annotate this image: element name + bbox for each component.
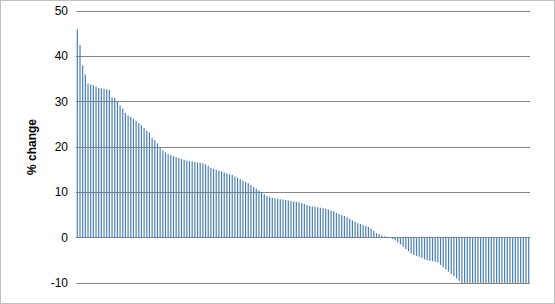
svg-text:40: 40: [55, 49, 69, 63]
svg-text:-10: -10: [51, 276, 69, 290]
svg-text:% change: % change: [25, 119, 39, 175]
svg-text:30: 30: [55, 95, 69, 109]
svg-text:50: 50: [55, 4, 69, 18]
svg-text:20: 20: [55, 140, 69, 154]
svg-text:10: 10: [55, 185, 69, 199]
svg-text:0: 0: [61, 231, 68, 245]
